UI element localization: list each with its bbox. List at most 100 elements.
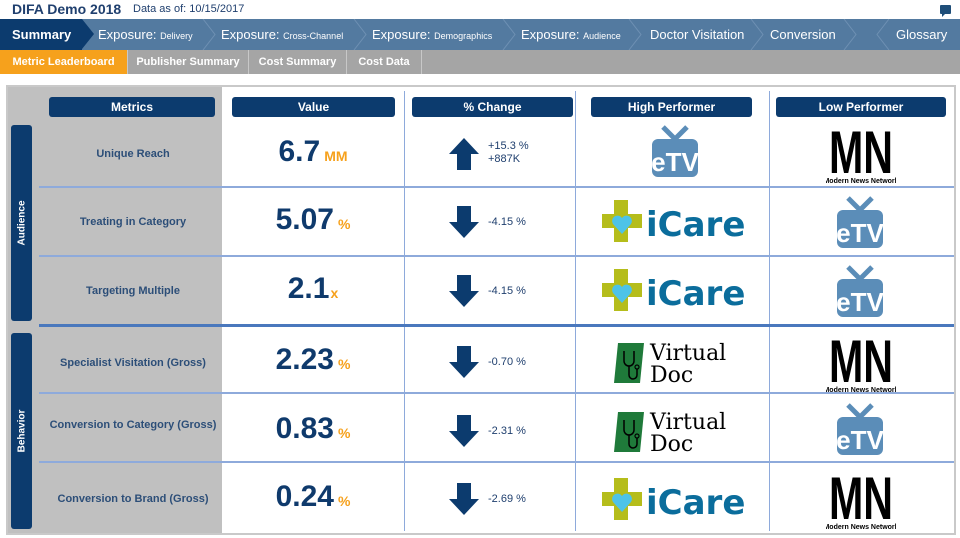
change-cell: -4.15 % [448, 273, 588, 309]
arrow-down-icon [449, 275, 479, 307]
value-number: 5.07 [275, 203, 334, 236]
subtab-cost-data[interactable]: Cost Data [347, 50, 422, 74]
metric-name: Conversion to Brand (Gross) [57, 493, 209, 505]
metric-name: Targeting Multiple [86, 285, 180, 297]
arrow-down-icon [449, 346, 479, 378]
column-divider [575, 91, 576, 531]
active-tab-arrow [82, 19, 94, 49]
tab-exposure-demographics[interactable]: Exposure: Demographics [372, 19, 492, 50]
tab-doctor-visitation[interactable]: Doctor Visitation [650, 19, 744, 50]
arrow-up-icon [449, 138, 479, 170]
mn-logo-text: MN [829, 332, 893, 394]
mn-logo-caption: Modern News Network [826, 524, 896, 531]
mn-logo-caption: Modern News Network [826, 387, 896, 394]
tab-separator [202, 19, 216, 50]
change-cell: -2.31 % [448, 413, 588, 449]
header-low-performer: Low Performer [776, 97, 946, 117]
change-percent: -2.31 % [488, 425, 526, 437]
tab-summary[interactable]: Summary [0, 19, 82, 50]
icare-logo: iCare [602, 478, 752, 523]
top-bar: DIFA Demo 2018 Data as of: 10/15/2017 [0, 0, 960, 20]
tab-separator [843, 19, 857, 50]
header-change: % Change [412, 97, 573, 117]
mn-logo-text: MN [829, 123, 893, 185]
tab-label: Exposure: [521, 27, 580, 42]
tab-separator [876, 19, 890, 50]
etv-logo: eTV [649, 125, 701, 181]
row-divider [39, 255, 954, 257]
icare-logo: iCare [602, 269, 752, 314]
tab-label: Doctor Visitation [650, 27, 745, 42]
tab-separator [750, 19, 764, 50]
metric-name: Unique Reach [96, 148, 170, 160]
value-unit: MM [324, 148, 348, 164]
tab-sublabel: Cross-Channel [283, 31, 344, 41]
tab-separator [628, 19, 642, 50]
tab-exposure-cross-channel[interactable]: Exposure: Cross-Channel [221, 19, 343, 50]
tab-exposure-delivery[interactable]: Exposure: Delivery [98, 19, 193, 50]
column-divider [769, 91, 770, 531]
metric-leaderboard-panel: Audience Behavior Metrics Value % Change… [6, 85, 956, 535]
value-number: 2.23 [275, 343, 334, 376]
group-label: Behavior [16, 409, 27, 453]
tab-separator [353, 19, 367, 50]
app-title: DIFA Demo 2018 [12, 1, 122, 17]
change-percent: -4.15 % [488, 216, 526, 228]
arrow-down-icon [449, 206, 479, 238]
value-number: 6.7 [278, 135, 321, 168]
etv-logo-text: eTV [836, 425, 884, 455]
mn-logo-caption: Modern News Network [826, 178, 896, 185]
virtual-doc-logo: Virtual Doc [612, 339, 742, 388]
comment-icon[interactable] [940, 5, 951, 17]
group-divider [39, 324, 954, 327]
subtab-cost-summary[interactable]: Cost Summary [249, 50, 347, 74]
change-percent: -4.15 % [488, 285, 526, 297]
change-cell: -4.15 % [448, 204, 588, 240]
vdoc-logo-line1: Virtual [649, 341, 726, 366]
tab-conversion[interactable]: Conversion [770, 19, 836, 50]
header-metrics: Metrics [49, 97, 215, 117]
row-divider [39, 186, 954, 188]
metric-value: 0.24% [223, 480, 403, 514]
modern-news-network-logo: MN Modern News Network [823, 465, 898, 532]
arrow-down-icon [449, 483, 479, 515]
metric-value: 2.1x [223, 272, 403, 306]
tab-exposure-audience[interactable]: Exposure: Audience [521, 19, 621, 50]
subtab-metric-leaderboard[interactable]: Metric Leaderboard [0, 50, 128, 74]
tab-label: Summary [12, 27, 72, 42]
etv-logo: eTV [834, 403, 886, 459]
metric-value: 2.23% [223, 343, 403, 377]
metric-name: Conversion to Category (Gross) [49, 419, 217, 431]
metric-value: 0.83% [223, 412, 403, 446]
metric-name: Treating in Category [79, 216, 187, 228]
main-nav: Summary Exposure: Delivery Exposure: Cro… [0, 19, 960, 50]
change-percent: +15.3 % [488, 140, 529, 152]
icare-logo-text: iCare [646, 205, 745, 244]
value-unit: % [337, 356, 351, 372]
subtab-publisher-summary[interactable]: Publisher Summary [128, 50, 249, 74]
sub-nav: Metric Leaderboard Publisher Summary Cos… [0, 50, 960, 74]
value-unit: % [337, 493, 351, 509]
etv-logo: eTV [834, 196, 886, 252]
metric-name: Specialist Visitation (Gross) [60, 357, 206, 369]
metric-value: 6.7 MM [223, 135, 403, 169]
change-percent: -2.69 % [488, 493, 526, 505]
change-cell: -0.70 % [448, 344, 588, 380]
arrow-down-icon [449, 415, 479, 447]
row-divider [39, 461, 954, 463]
etv-logo: eTV [834, 265, 886, 321]
mn-logo-text: MN [829, 469, 893, 531]
value-number: 0.83 [275, 412, 334, 445]
vdoc-logo-line2: Doc [650, 432, 693, 454]
vdoc-logo-line2: Doc [650, 363, 693, 385]
icare-logo: iCare [602, 200, 752, 245]
tab-label: Exposure: [98, 27, 157, 42]
tab-label: Exposure: [372, 27, 431, 42]
change-percent: -0.70 % [488, 356, 526, 368]
change-cell: +15.3 % +887K [448, 136, 588, 172]
modern-news-network-logo: MN Modern News Network [823, 119, 898, 186]
tab-glossary[interactable]: Glossary [896, 19, 947, 50]
header-value: Value [232, 97, 395, 117]
icare-logo-text: iCare [646, 483, 745, 522]
value-unit: x [330, 285, 339, 301]
